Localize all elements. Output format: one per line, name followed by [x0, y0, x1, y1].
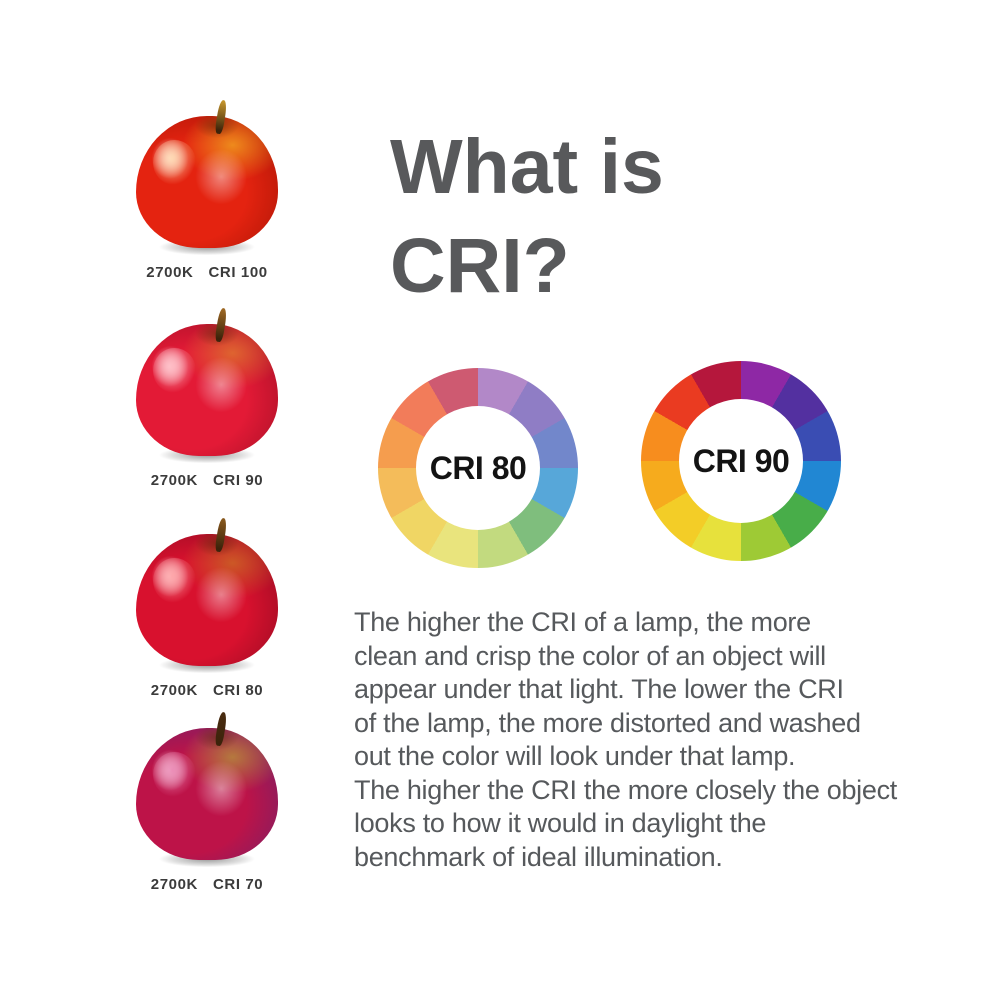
cri-90-wheel-center: CRI 90: [679, 399, 803, 523]
cri-80-wheel-center: CRI 80: [416, 406, 540, 530]
apple-image-cri-70: [136, 711, 278, 860]
apple-temp-label: 2700K: [150, 472, 198, 489]
apple-cri-label: CRI 90: [212, 472, 264, 489]
apple-shine: [153, 557, 196, 603]
apple-cri-label: CRI 100: [208, 264, 268, 281]
title-line-1: What is: [390, 124, 664, 210]
apple-image-cri-100: [136, 99, 278, 248]
apple-shine: [153, 139, 196, 185]
apple-temp-label: 2700K: [146, 264, 194, 281]
apple-stem: [214, 711, 228, 747]
apple-figure-cri-80: 2700K CRI 80: [112, 517, 302, 699]
page-title: What is CRI?: [390, 118, 664, 316]
apple-stem: [214, 307, 228, 343]
apple-figure-cri-100: 2700K CRI 100: [112, 99, 302, 281]
apple-cri-label: CRI 80: [212, 682, 264, 699]
apple-shine: [153, 347, 196, 393]
apple-shine: [153, 751, 196, 797]
apple-temp-label: 2700K: [150, 682, 198, 699]
apple-figure-cri-70: 2700K CRI 70: [112, 711, 302, 893]
apple-caption: 2700K CRI 70: [151, 876, 264, 893]
apple-cri-label: CRI 70: [212, 876, 264, 893]
cri-90-wheel-label: CRI 90: [692, 442, 790, 479]
apple-figure-cri-90: 2700K CRI 90: [112, 307, 302, 489]
cri-80-wheel-label: CRI 80: [429, 449, 527, 486]
apple-caption: 2700K CRI 80: [151, 682, 264, 699]
apple-image-cri-80: [136, 517, 278, 666]
description-text: The higher the CRI of a lamp, the more c…: [354, 607, 897, 872]
cri-90-color-wheel: CRI 90: [641, 361, 841, 561]
title-line-2: CRI?: [390, 223, 570, 309]
apple-stem: [214, 99, 228, 135]
cri-80-color-wheel: CRI 80: [378, 368, 578, 568]
apple-image-cri-90: [136, 307, 278, 456]
apple-caption: 2700K CRI 90: [151, 472, 264, 489]
apple-temp-label: 2700K: [150, 876, 198, 893]
apple-caption: 2700K CRI 100: [146, 264, 267, 281]
apple-stem: [214, 517, 228, 553]
